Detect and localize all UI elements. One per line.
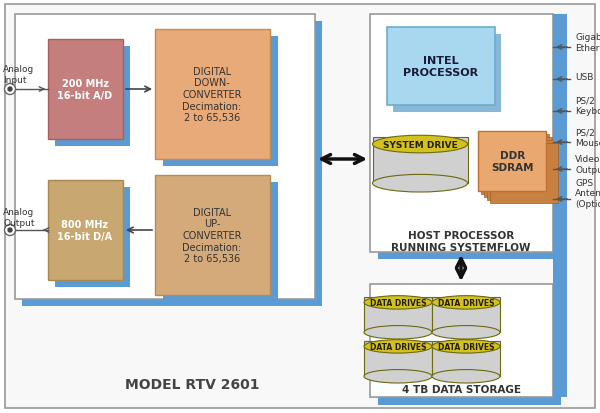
Text: DIGITAL
DOWN-
CONVERTER
Decimation:
2 to 65,536: DIGITAL DOWN- CONVERTER Decimation: 2 to…	[182, 66, 242, 123]
Bar	[387, 28, 495, 106]
Bar	[155, 30, 270, 159]
Text: DATA DRIVES: DATA DRIVES	[438, 342, 494, 351]
Ellipse shape	[432, 296, 500, 309]
Circle shape	[8, 88, 12, 92]
Bar	[48, 40, 123, 140]
Circle shape	[5, 84, 16, 95]
Bar	[55, 188, 130, 287]
Ellipse shape	[373, 136, 467, 154]
Text: Analog
Output: Analog Output	[3, 208, 35, 227]
Text: 800 MHz
16-bit D/A: 800 MHz 16-bit D/A	[58, 220, 113, 241]
Bar	[484, 138, 552, 197]
Bar	[378, 292, 561, 405]
Circle shape	[5, 225, 16, 236]
Text: DDR
SDRAM: DDR SDRAM	[492, 151, 534, 172]
Ellipse shape	[373, 175, 467, 192]
Bar	[370, 15, 553, 252]
Text: GPS
Antenna
(Optional): GPS Antenna (Optional)	[575, 179, 600, 209]
Bar	[478, 132, 546, 192]
Text: MODEL RTV 2601: MODEL RTV 2601	[125, 377, 259, 391]
Text: Analog
Input: Analog Input	[3, 65, 34, 85]
Bar	[22, 22, 322, 306]
Text: HOST PROCESSOR
RUNNING SYSTEMFLOW: HOST PROCESSOR RUNNING SYSTEMFLOW	[391, 230, 531, 252]
Bar	[378, 22, 561, 259]
Bar	[487, 141, 555, 201]
Text: DATA DRIVES: DATA DRIVES	[370, 342, 426, 351]
Bar	[163, 183, 278, 302]
Bar	[393, 35, 501, 113]
Text: Video
Output: Video Output	[575, 155, 600, 174]
Text: DATA DRIVES: DATA DRIVES	[370, 298, 426, 307]
Bar	[364, 341, 432, 376]
Text: 4 TB DATA STORAGE: 4 TB DATA STORAGE	[401, 384, 521, 394]
Bar	[490, 144, 558, 204]
Text: USB: USB	[575, 74, 593, 82]
Ellipse shape	[364, 370, 432, 383]
Text: DATA DRIVES: DATA DRIVES	[438, 298, 494, 307]
Bar	[15, 15, 315, 299]
Bar	[364, 297, 432, 332]
Bar	[373, 138, 467, 184]
Ellipse shape	[364, 340, 432, 353]
Text: PS/2
Mouse: PS/2 Mouse	[575, 128, 600, 147]
Bar	[163, 37, 278, 166]
Bar	[432, 297, 500, 332]
Bar	[481, 135, 549, 195]
Ellipse shape	[432, 326, 500, 339]
Text: DIGITAL
UP-
CONVERTER
Decimation:
2 to 65,536: DIGITAL UP- CONVERTER Decimation: 2 to 6…	[182, 207, 242, 263]
Circle shape	[8, 228, 12, 233]
Text: PS/2
Keyboard: PS/2 Keyboard	[575, 96, 600, 115]
Text: SYSTEM DRIVE: SYSTEM DRIVE	[383, 140, 457, 149]
Ellipse shape	[364, 326, 432, 339]
Ellipse shape	[432, 340, 500, 353]
Text: INTEL
PROCESSOR: INTEL PROCESSOR	[403, 56, 479, 78]
Bar	[370, 284, 553, 397]
Text: 200 MHz
16-bit A/D: 200 MHz 16-bit A/D	[58, 79, 113, 100]
Ellipse shape	[432, 370, 500, 383]
Bar	[48, 180, 123, 280]
Text: Gigabit
Ethernet: Gigabit Ethernet	[575, 33, 600, 52]
Bar	[155, 176, 270, 295]
Ellipse shape	[364, 296, 432, 309]
Bar	[553, 15, 567, 397]
Bar	[55, 47, 130, 147]
Bar	[432, 341, 500, 376]
